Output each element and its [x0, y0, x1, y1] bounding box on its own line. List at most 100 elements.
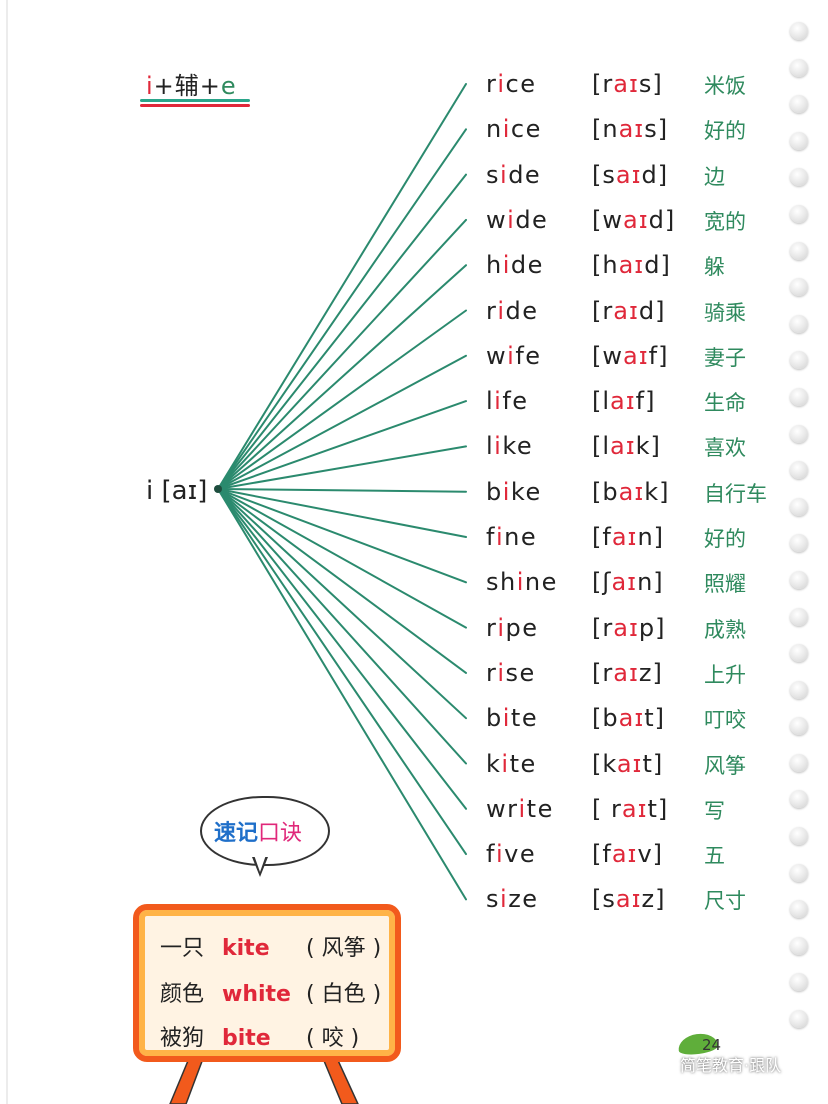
word-pre: r — [486, 296, 498, 325]
phonetic-pre: [b — [592, 704, 619, 733]
meaning: 自行车 — [704, 481, 767, 506]
title-underline-red — [140, 104, 250, 107]
meaning: 妻子 — [704, 345, 746, 370]
word: wide — [486, 206, 586, 234]
phonetic: [raɪs] — [592, 70, 663, 98]
mnemonic-row: 颜色 white ( 白色 ) — [160, 976, 381, 1008]
word-post: ve — [504, 840, 537, 869]
title-part-e: e — [220, 72, 237, 100]
word: bite — [486, 704, 586, 732]
title-part-i: i — [146, 72, 154, 100]
word: ride — [486, 297, 586, 325]
phonetic-hl: aɪ — [618, 477, 645, 506]
phonetic-hl: aɪ — [613, 613, 639, 642]
binding-hole — [790, 461, 808, 480]
word-pre: r — [486, 658, 498, 687]
word-hl: i — [500, 885, 509, 914]
binding-hole — [790, 753, 808, 772]
phonetic-pre: [r — [592, 296, 614, 325]
binding-hole — [790, 22, 808, 40]
word-pre: h — [486, 251, 503, 280]
phonetic-post: n] — [637, 568, 664, 597]
word-pre: b — [486, 477, 503, 506]
connector-line — [217, 83, 467, 490]
word-post: ne — [524, 568, 558, 597]
word-hl: i — [497, 613, 506, 642]
phonetic-pre: [r — [592, 613, 614, 642]
word-pre: r — [486, 70, 498, 98]
word: fine — [486, 523, 586, 551]
phonetic-post: k] — [644, 477, 670, 506]
word: nice — [486, 115, 586, 143]
word: shine — [486, 568, 586, 596]
phonetic: [waɪd] — [592, 206, 675, 234]
phonetic-pre: [f — [592, 523, 612, 551]
phonetic-hl: aɪ — [611, 523, 638, 551]
meaning: 风筝 — [704, 753, 746, 778]
binding-hole — [790, 387, 808, 406]
root-pronunciation: i [aɪ] — [146, 476, 208, 506]
phonetic-hl: aɪ — [618, 115, 645, 144]
word-hl: i — [507, 205, 516, 234]
binding-hole — [790, 95, 808, 114]
word-pre: f — [486, 523, 496, 551]
phonetic-post: d] — [648, 205, 676, 234]
phonetic: [saɪz] — [592, 885, 665, 913]
word: bike — [486, 478, 586, 506]
phonetic-post: d] — [641, 160, 669, 189]
phonetic-post: t] — [642, 749, 664, 778]
board-leg-right — [320, 1055, 359, 1104]
phonetic-hl: aɪ — [613, 658, 639, 687]
word: kite — [486, 750, 586, 778]
word: write — [486, 795, 586, 823]
word-hl: i — [500, 160, 509, 189]
phonetic: [baɪk] — [592, 478, 670, 506]
phonetic-post: s] — [638, 70, 663, 98]
mnemonic-paren: ( 白色 ) — [306, 982, 382, 1007]
mnemonic-cn: 被狗 — [160, 1026, 205, 1051]
word-hl: i — [502, 704, 511, 733]
phonetic-hl: aɪ — [615, 160, 642, 189]
watermark: 简笔教育·跟队 — [680, 1056, 782, 1075]
word-hl: i — [501, 749, 510, 778]
word-hl: i — [495, 523, 505, 551]
binding-hole — [790, 278, 808, 297]
connector-line — [217, 445, 467, 490]
phonetic-hl: aɪ — [615, 885, 642, 914]
meaning: 尺寸 — [704, 889, 746, 914]
word: wife — [486, 342, 586, 370]
connector-line — [217, 309, 467, 490]
word-post: de — [505, 296, 539, 325]
meaning: 边 — [704, 164, 725, 189]
connector-line — [217, 488, 467, 810]
phonetic: [ʃaɪn] — [592, 568, 664, 596]
meaning: 骑乘 — [704, 300, 746, 325]
binding-hole — [790, 168, 808, 187]
phonetic-pre: [w — [592, 205, 623, 234]
word-pre: k — [486, 749, 502, 778]
phonetic-post: k] — [635, 432, 661, 461]
binding-hole — [790, 900, 808, 919]
mnemonic-row: 被狗 bite ( 咬 ) — [160, 1020, 359, 1052]
mnemonic-paren: ( 风筝 ) — [306, 936, 382, 961]
phonetic-post: d] — [638, 296, 666, 325]
phonetic: [baɪt] — [592, 704, 665, 732]
connector-line — [217, 218, 467, 490]
word-pre: s — [486, 885, 501, 914]
phonetic-hl: aɪ — [610, 432, 636, 461]
connector-line — [217, 488, 467, 493]
phonetic-pre: [w — [592, 341, 623, 370]
word-post: de — [510, 251, 544, 280]
word-post: ce — [510, 115, 542, 144]
word-hl: i — [497, 658, 506, 687]
phonetic-hl: aɪ — [611, 840, 638, 869]
connector-line — [217, 400, 467, 490]
phonetic-hl: aɪ — [618, 251, 645, 280]
word-post: ke — [502, 432, 534, 461]
binding-hole — [790, 936, 808, 955]
binding-hole — [790, 424, 808, 443]
word: hide — [486, 251, 586, 279]
phonetic-pre: [l — [592, 432, 611, 461]
